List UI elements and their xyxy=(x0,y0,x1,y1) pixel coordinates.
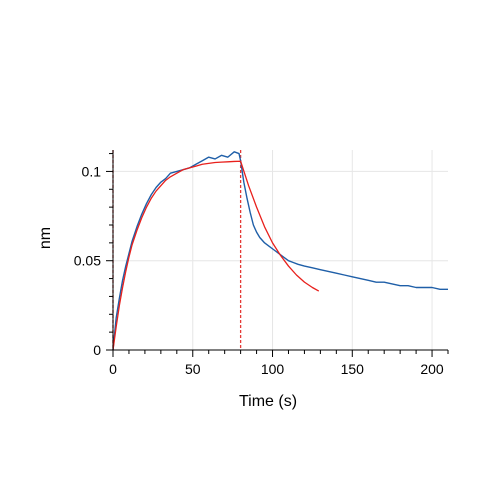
measured-series-line xyxy=(112,151,448,351)
axes xyxy=(112,150,448,351)
x-axis-title: Time (s) xyxy=(239,393,297,410)
y-tick-label: 0.05 xyxy=(74,253,101,269)
y-tick-label: 0 xyxy=(93,342,101,358)
x-tick-label: 0 xyxy=(109,361,117,377)
vertical-markers xyxy=(112,150,242,350)
x-tick-label: 100 xyxy=(261,361,285,377)
grid xyxy=(113,150,448,350)
x-tick-label: 200 xyxy=(420,361,444,377)
y-axis-title: nm xyxy=(37,227,54,249)
x-tick-label: 150 xyxy=(341,361,365,377)
x-tick-label: 50 xyxy=(185,361,201,377)
y-tick-label: 0.1 xyxy=(82,163,102,179)
ticks: 0 50 100 150 200 0 0.05 0.1 xyxy=(74,153,449,377)
series-lines xyxy=(112,151,448,351)
fit-series-line xyxy=(112,160,320,351)
